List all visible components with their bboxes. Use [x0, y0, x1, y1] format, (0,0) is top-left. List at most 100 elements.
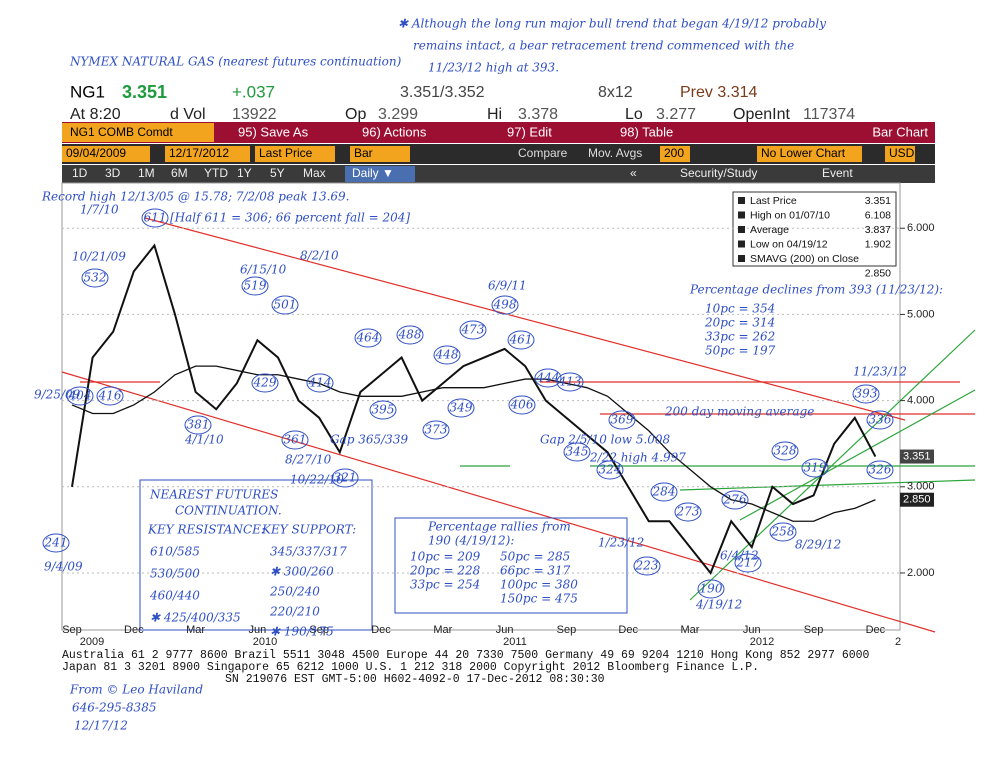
last-value-label: 3.351	[903, 450, 931, 462]
circled-label: 519	[244, 279, 267, 293]
security[interactable]: NG1 COMB Comdt	[70, 125, 173, 139]
menu-item[interactable]: 98) Table	[620, 124, 673, 139]
circled-level	[534, 368, 562, 388]
input-field[interactable]	[885, 146, 915, 162]
quote-open-label: Op	[345, 106, 366, 123]
rally-level: 100pc = 380	[500, 578, 578, 592]
circled-level	[447, 398, 475, 418]
from-note: 646-295-8385	[72, 701, 156, 715]
input-text[interactable]: 09/04/2009	[66, 146, 126, 160]
legend-label: Low on 04/19/12	[750, 238, 828, 250]
year-label: 2009	[80, 636, 104, 648]
x-tick-label: Dec	[124, 624, 144, 636]
resistance-level: 460/440	[149, 589, 200, 603]
circled-label: 273	[676, 505, 700, 519]
period-button[interactable]: Max	[303, 166, 326, 180]
date-note: 8/29/12	[795, 538, 841, 552]
input-text[interactable]: Bar	[354, 146, 373, 160]
menu-item[interactable]: 95) Save As	[238, 124, 309, 139]
circled-level	[369, 400, 397, 420]
circled-label: 190	[700, 582, 723, 596]
study[interactable]: Security/Study	[680, 166, 757, 180]
circled-level	[281, 430, 309, 450]
event[interactable]: Event	[822, 166, 853, 180]
date-note: 6/15/10	[240, 263, 287, 277]
input-text[interactable]: Last Price	[259, 146, 313, 160]
input-text[interactable]: 12/17/2012	[169, 146, 229, 160]
circled-label: 414	[308, 376, 332, 390]
circled-level	[396, 325, 424, 345]
period-button[interactable]: 5Y	[270, 166, 285, 180]
top-note: 11/23/12 high at 393.	[428, 61, 559, 75]
last-value-label: 2.850	[903, 494, 931, 506]
green-arrow	[679, 479, 976, 491]
input-text[interactable]: 200	[664, 146, 684, 160]
last-value-tag	[900, 492, 934, 507]
compare[interactable]: Compare	[518, 146, 568, 160]
circled-label: 473	[461, 323, 485, 337]
circled-level	[697, 579, 725, 599]
quote-open: 3.299	[378, 106, 418, 123]
input-text[interactable]: No Lower Chart	[761, 146, 846, 160]
circled-label: 498	[493, 298, 517, 312]
x-tick-label: Jun	[249, 624, 267, 636]
circled-level	[491, 295, 519, 315]
legend-box	[732, 191, 897, 267]
input-field[interactable]	[255, 146, 335, 162]
legend-swatch	[738, 211, 745, 219]
rally-level: 33pc = 254	[410, 578, 480, 592]
period-button[interactable]: 1M	[138, 166, 155, 180]
input-field[interactable]	[350, 146, 410, 162]
bid-ask: 3.351/3.352	[400, 84, 485, 101]
input-field[interactable]	[62, 146, 150, 162]
support-level: 250/240	[269, 585, 320, 599]
circled-label: 444	[536, 371, 560, 385]
legend-value: 6.108	[865, 209, 891, 221]
period-button[interactable]: 1D	[72, 166, 88, 180]
y-tick-label: 3.000	[907, 481, 935, 493]
input-field[interactable]	[165, 146, 250, 162]
period-button[interactable]: 3D	[105, 166, 121, 180]
circled-label: 328	[774, 444, 797, 458]
red-trend-line	[144, 217, 906, 421]
quote-vol: 13922	[232, 106, 277, 123]
legend-swatch	[738, 226, 745, 233]
legend-swatch	[738, 240, 745, 248]
collapse[interactable]: «	[630, 166, 637, 180]
circled-label: 349	[450, 401, 473, 415]
circled-label: 488	[398, 328, 422, 342]
rally-level: 50pc = 285	[500, 550, 570, 564]
circled-label: 319	[804, 461, 827, 475]
period-button[interactable]: 1Y	[237, 166, 252, 180]
input-field[interactable]	[660, 146, 690, 162]
mov-avgs: Mov. Avgs	[588, 146, 642, 160]
date-note: 1/23/12	[598, 536, 644, 550]
circled-level	[674, 502, 702, 522]
menu-item[interactable]: 96) Actions	[362, 124, 427, 139]
circled-level	[721, 490, 749, 510]
rallies-title: Percentage rallies from	[427, 520, 571, 534]
top-note: ✱ Although the long run major bull trend…	[398, 17, 826, 31]
circled-label: 464	[356, 331, 380, 345]
x-tick-label: Jun	[496, 624, 514, 636]
period-button[interactable]: YTD	[204, 166, 228, 180]
input-text[interactable]: USD	[889, 146, 915, 160]
circled-level	[306, 373, 334, 393]
circled-level	[771, 441, 799, 461]
circled-label: 416	[98, 389, 122, 403]
circled-label: 284	[652, 485, 676, 499]
period-button[interactable]: 6M	[171, 166, 188, 180]
circled-label: 393	[855, 387, 878, 401]
declines-note: 50pc = 197	[705, 344, 776, 358]
date-note: 9/4/09	[44, 560, 83, 574]
frequency-button[interactable]	[345, 166, 415, 182]
security-field[interactable]	[62, 123, 214, 142]
declines-note: 10pc = 354	[705, 302, 775, 316]
date-note: 6/4/12	[720, 549, 759, 563]
date-note: 4/19/12	[695, 598, 742, 612]
x-tick-label: Sep	[804, 624, 824, 636]
frequency[interactable]: Daily ▼	[352, 166, 394, 180]
input-field[interactable]	[757, 146, 862, 162]
menu-item[interactable]: 97) Edit	[507, 124, 552, 139]
circled-label: 404	[68, 389, 92, 403]
